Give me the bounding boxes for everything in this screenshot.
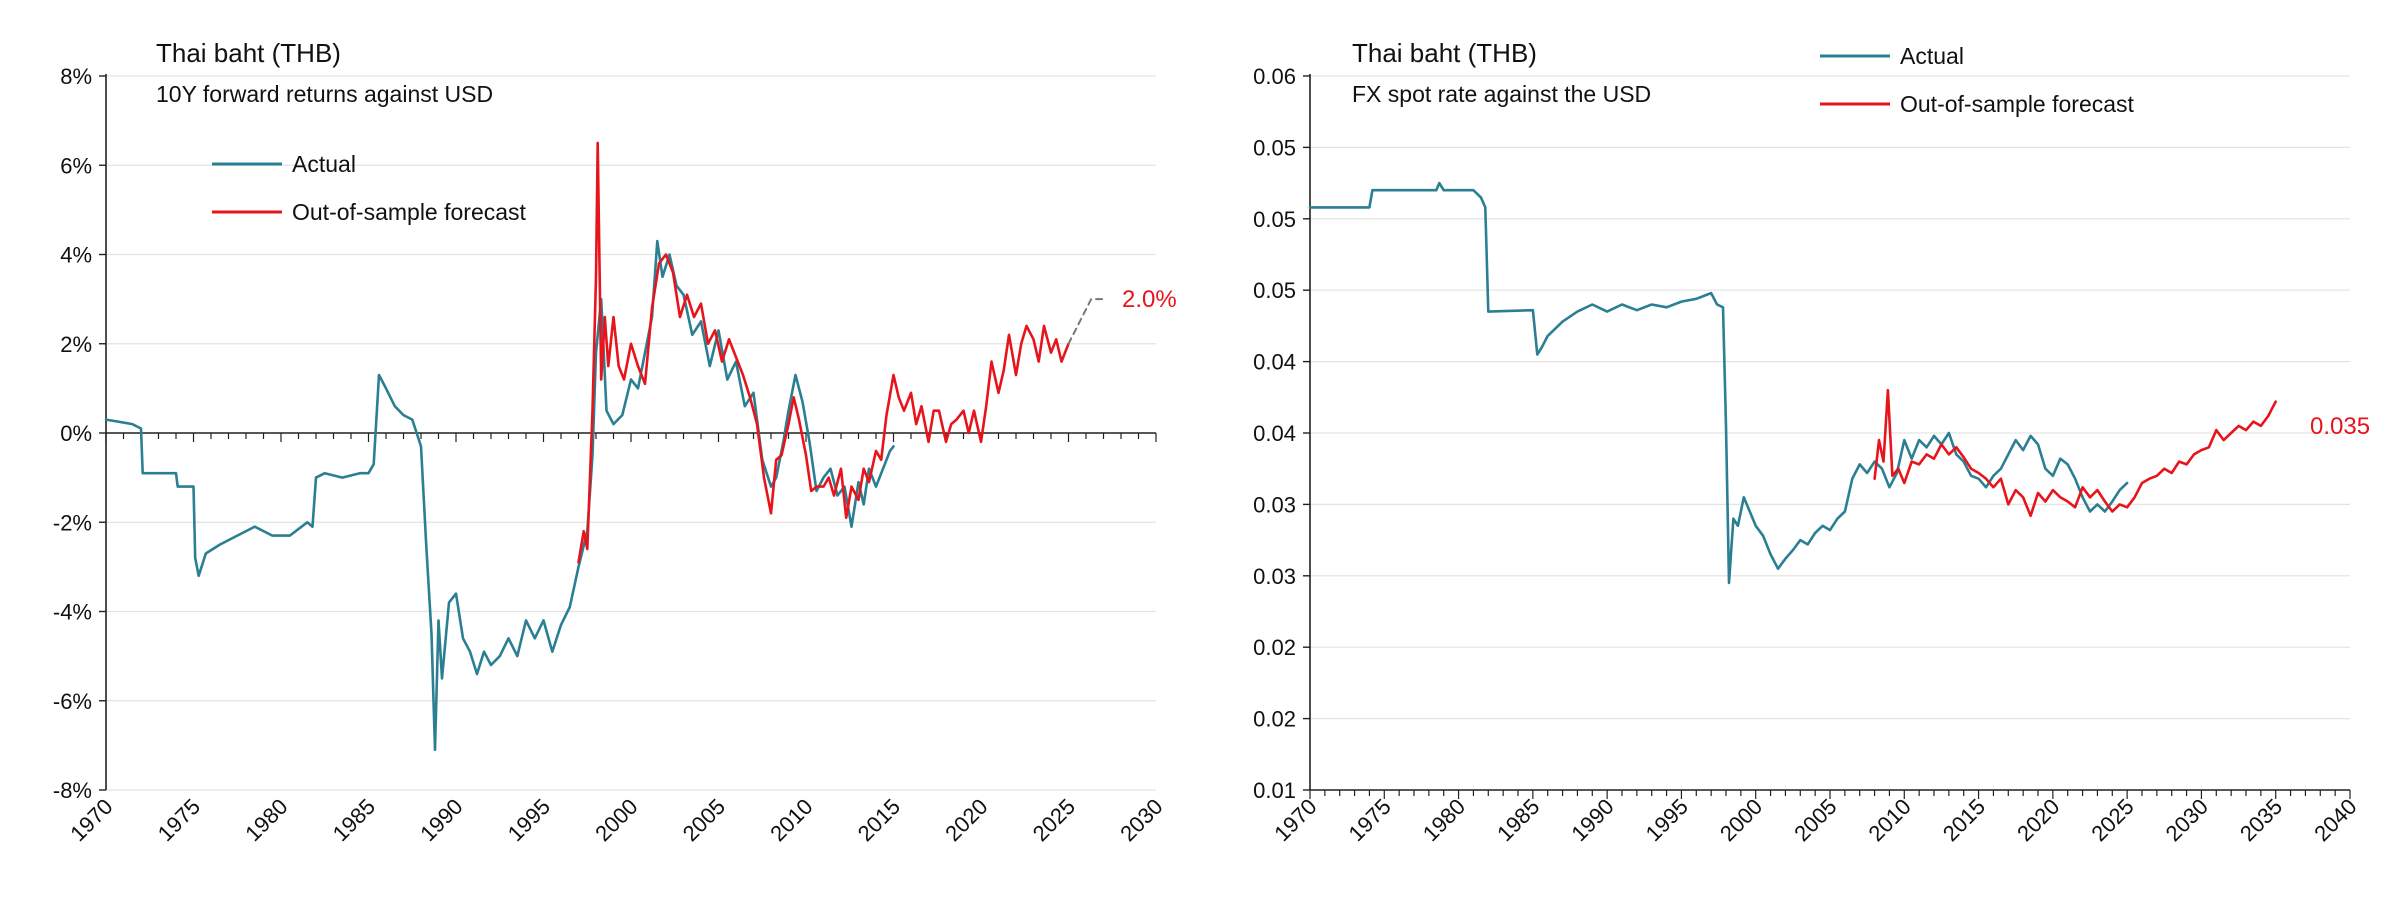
- c1-y-tick-label: 0.03: [1253, 492, 1296, 517]
- c0-x-tick-label: 1975: [153, 794, 205, 846]
- c1-x-tick-label: 1995: [1641, 794, 1693, 846]
- c1-y-tick-label: 0.05: [1253, 135, 1296, 160]
- c0-x-tick-label: 2025: [1028, 794, 1080, 846]
- c1-y-tick-label: 0.05: [1253, 207, 1296, 232]
- c0-y-tick-label: -6%: [53, 689, 92, 714]
- c0-series-actual-line: [104, 239, 895, 752]
- c0-series-forecast-line: [577, 141, 1070, 564]
- c1-legend-label: Out-of-sample forecast: [1900, 91, 2135, 117]
- c0-x-tick-label: 1980: [240, 794, 292, 846]
- c1-series-forecast-line: [1873, 388, 2277, 518]
- chart-left: -8% -6% -4% -2% 0% 2% 4% 6% 8% 1970 1975 1980 1985 19…: [53, 38, 1177, 846]
- c1-x-tick-label: 2015: [1938, 794, 1990, 846]
- c1-x-tick-label: 2040: [2309, 794, 2361, 846]
- c1-y-tick-label: 0.03: [1253, 564, 1296, 589]
- c0-end-value-label: 2.0%: [1122, 286, 1177, 313]
- c1-x-tick-label: 2020: [2012, 794, 2064, 846]
- c0-legend-label: Actual: [292, 151, 356, 177]
- c0-x-tick-label: 1985: [328, 794, 380, 846]
- c1-chart-subtitle: FX spot rate against the USD: [1352, 81, 1651, 107]
- c0-y-tick-label: -2%: [53, 510, 92, 535]
- c1-x-tick-label: 2000: [1715, 794, 1767, 846]
- c0-y-tick-label: 0%: [60, 421, 92, 446]
- chart-right-svg: 0.01 0.02 0.02 0.03 0.03 0.04 0.04 0.05 0.05 0.05…: [1253, 38, 2370, 846]
- c1-y-tick-label: 0.02: [1253, 707, 1296, 732]
- c0-chart-subtitle: 10Y forward returns against USD: [156, 81, 493, 107]
- c1-y-tick-label: 0.04: [1253, 421, 1296, 446]
- c1-y-tick-label: 0.04: [1253, 350, 1296, 375]
- c1-x-tick-label: 2005: [1789, 794, 1841, 846]
- c0-x-tick-label: 2020: [940, 794, 992, 846]
- c0-x-tick-label: 2000: [590, 794, 642, 846]
- c0-y-tick-label: 6%: [60, 153, 92, 178]
- chart-right: 0.01 0.02 0.02 0.03 0.03 0.04 0.04 0.05 0.05 0.05…: [1200, 0, 2400, 898]
- c0-x-tick-label: 1990: [415, 794, 467, 846]
- c1-x-tick-label: 2025: [2086, 794, 2138, 846]
- c1-legend-label: Actual: [1900, 43, 1964, 69]
- c0-y-tick-label: -8%: [53, 778, 92, 803]
- chart-left-svg: -8%-6%-4%-2%0%2%4%6%8%1970 1975 1980 1985 19…: [53, 38, 1177, 846]
- c1-y-tick-label: 0.02: [1253, 635, 1296, 660]
- c1-y-tick-label: 0.06: [1253, 64, 1296, 89]
- c1-x-tick-label: 1980: [1418, 794, 1470, 846]
- c1-x-tick-label: 2010: [1864, 794, 1916, 846]
- c0-x-tick-label: 2010: [765, 794, 817, 846]
- c0-legend-label: Out-of-sample forecast: [292, 199, 527, 225]
- c1-y-tick-label: 0.01: [1253, 778, 1296, 803]
- c0-y-tick-label: 2%: [60, 332, 92, 357]
- c1-x-tick-label: 1975: [1344, 794, 1396, 846]
- c1-x-tick-label: 1990: [1566, 794, 1618, 846]
- c0-projection-dashed-line: [1067, 298, 1105, 345]
- c0-y-tick-label: -4%: [53, 600, 92, 625]
- c1-end-value-label: 0.035: [2310, 413, 2370, 440]
- c0-x-tick-label: 2015: [853, 794, 905, 846]
- c1-x-tick-label: 2035: [2235, 794, 2287, 846]
- c1-chart-title: Thai baht (THB): [1352, 38, 1537, 68]
- c0-chart-title: Thai baht (THB): [156, 38, 341, 68]
- c0-y-tick-label: 4%: [60, 243, 92, 268]
- c0-x-tick-label: 2005: [678, 794, 730, 846]
- c0-x-tick-label: 2030: [1115, 794, 1167, 846]
- c0-x-tick-label: 1995: [503, 794, 555, 846]
- c1-y-tick-label: 0.05: [1253, 278, 1296, 303]
- c1-x-tick-label: 2030: [2161, 794, 2213, 846]
- c0-y-tick-label: 8%: [60, 64, 92, 89]
- c1-x-tick-label: 1985: [1492, 794, 1544, 846]
- c1-series-actual-line: [1308, 181, 2129, 585]
